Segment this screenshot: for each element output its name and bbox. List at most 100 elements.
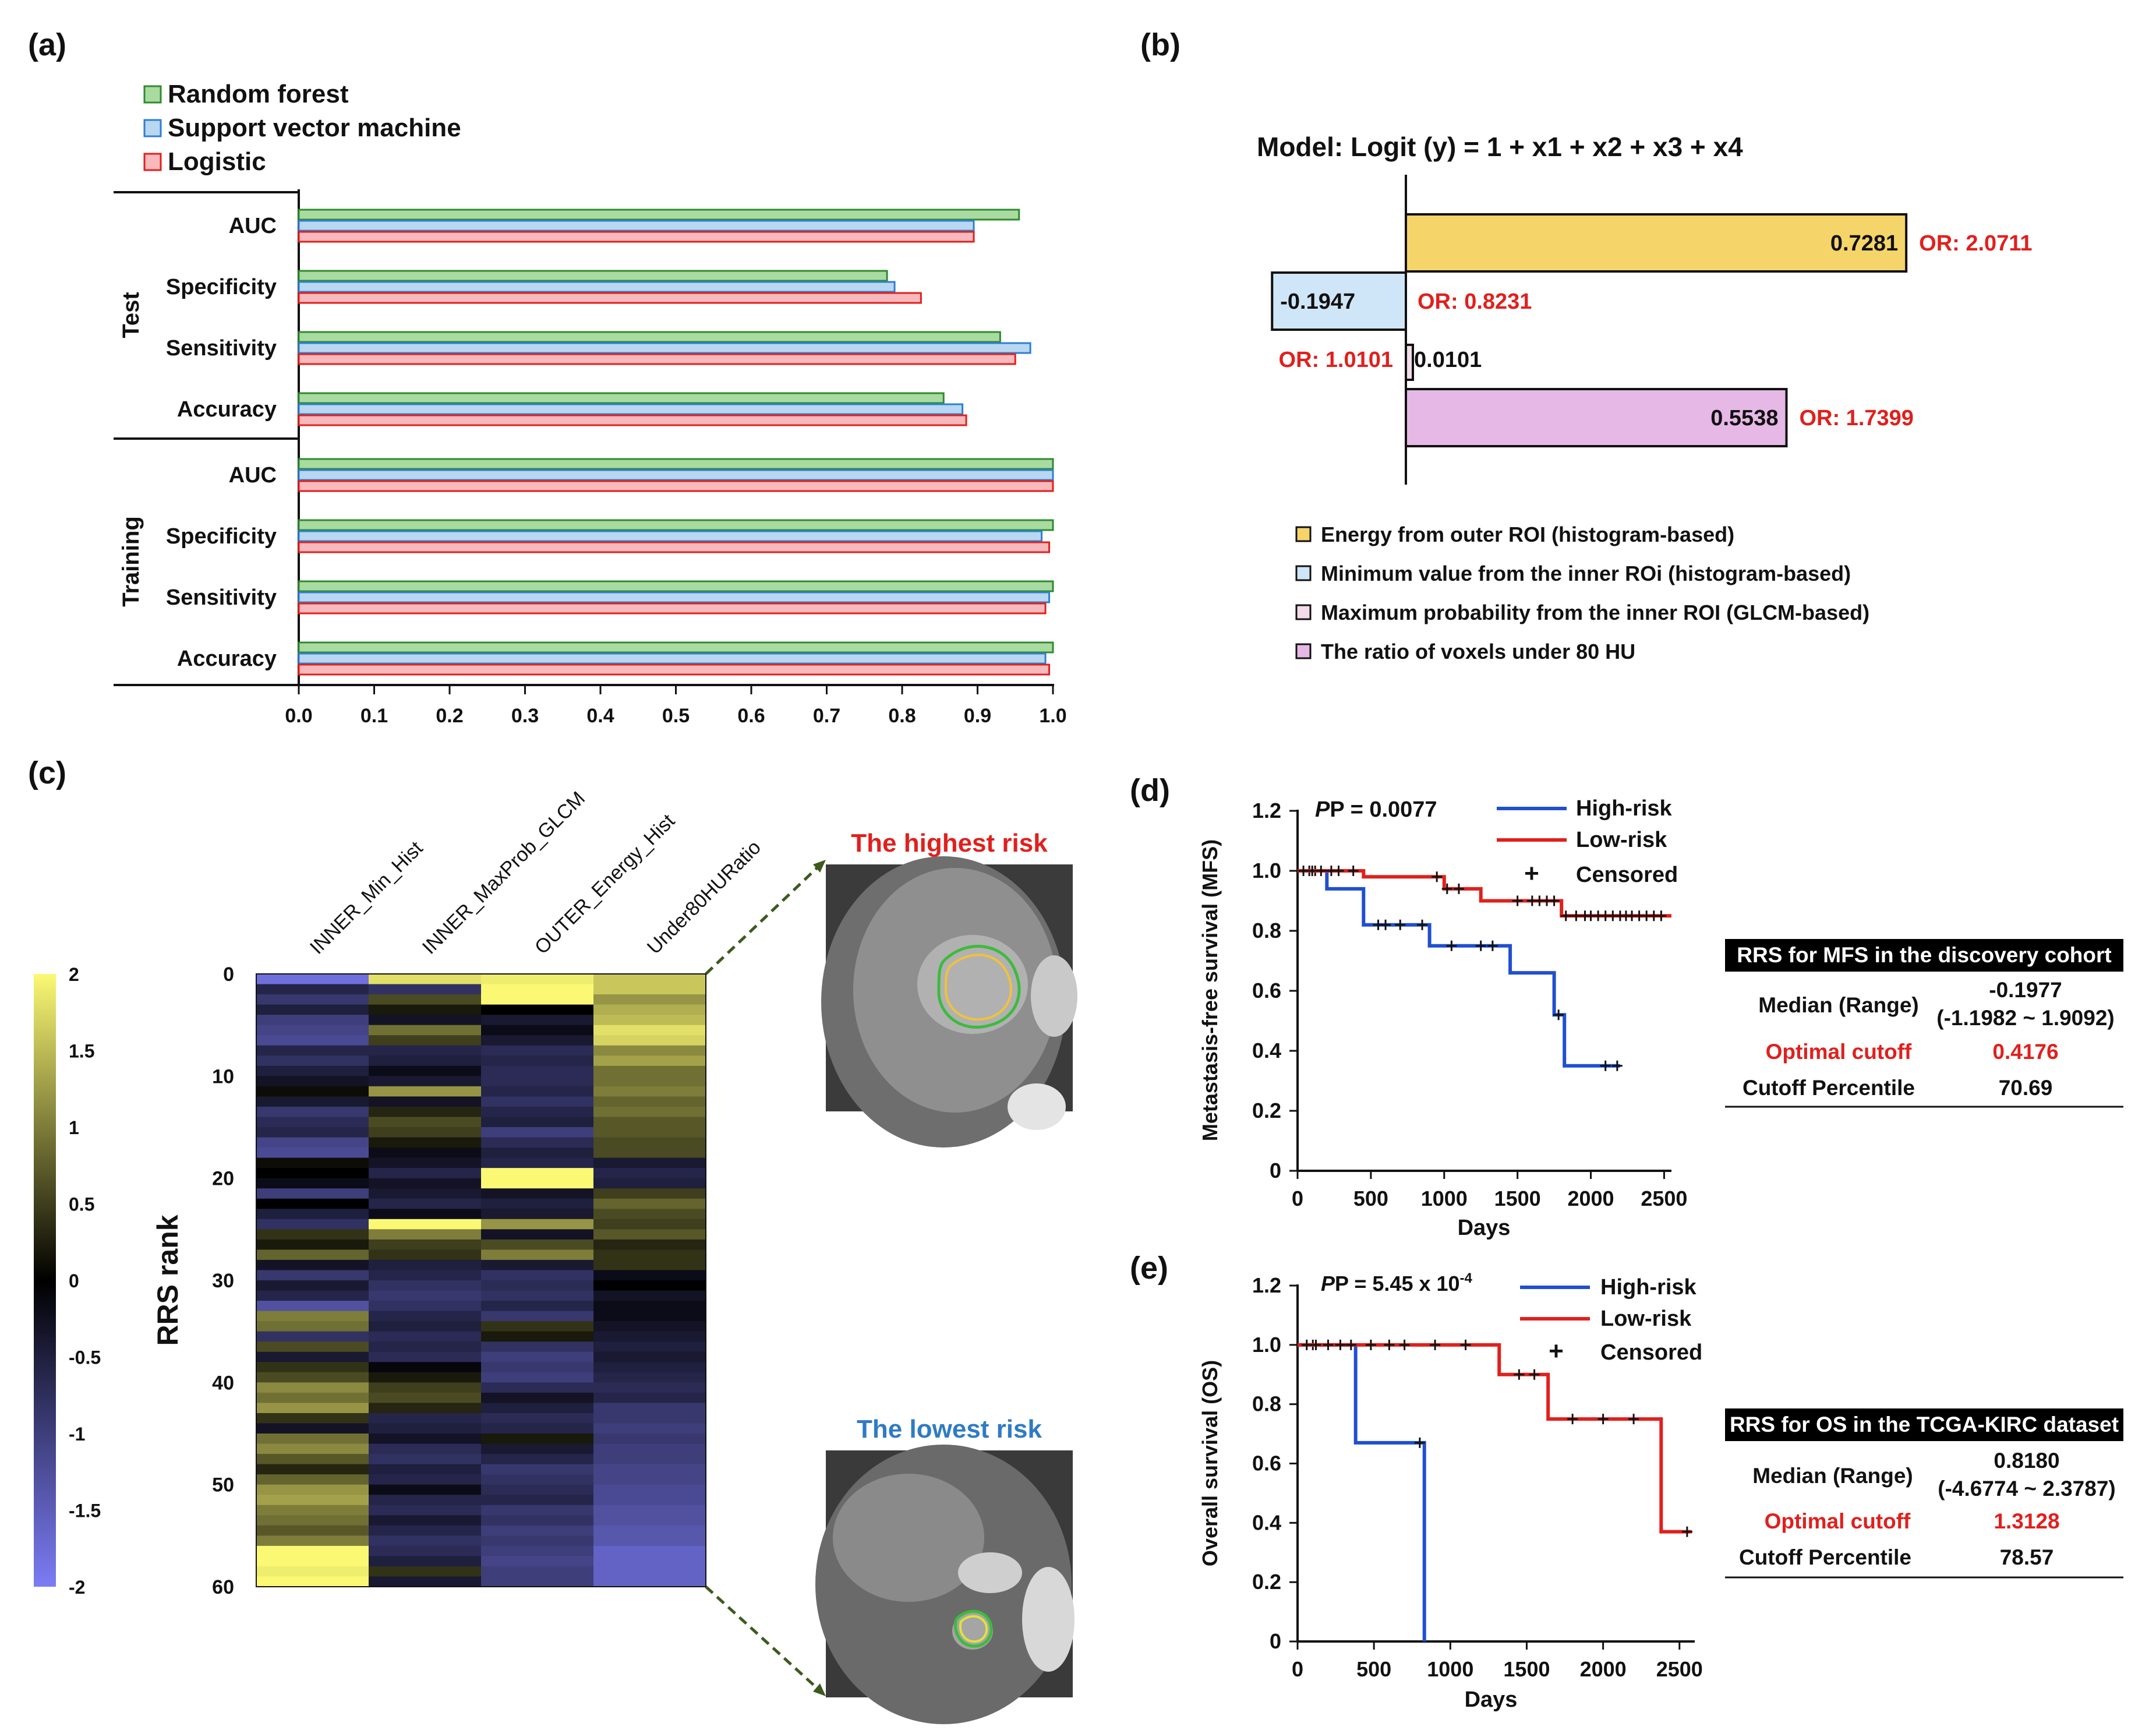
heatmap-cell <box>369 1280 482 1291</box>
heatmap-cell <box>256 974 369 985</box>
heatmap-cell <box>256 1035 369 1046</box>
heatmap-cell <box>369 1178 482 1189</box>
coef-bar-2 <box>1271 271 1407 331</box>
y-tick-label: 0 <box>1270 1629 1281 1653</box>
heatmap-cell <box>481 1545 594 1556</box>
panel-d-table-header <box>1725 939 2123 972</box>
row-tick-label: 0 <box>223 963 234 986</box>
legend-swatch-minval <box>1295 565 1312 581</box>
heatmap-cell <box>256 1484 369 1495</box>
heatmap-cell <box>593 1464 706 1475</box>
censor-mark <box>1529 1369 1540 1380</box>
heatmap-cell <box>481 1331 594 1342</box>
heatmap-cell <box>593 1505 706 1516</box>
heatmap-cell <box>369 1392 482 1403</box>
heatmap-cell <box>369 1239 482 1250</box>
censor-mark <box>1301 1339 1312 1350</box>
heatmap-cell <box>369 1055 482 1067</box>
heatmap-cell <box>256 1311 369 1322</box>
censor-mark <box>1475 940 1486 951</box>
heatmap-cell <box>481 1362 594 1373</box>
heatmap-cell <box>593 1576 706 1587</box>
group-label-training: Training <box>118 516 144 607</box>
bar-logistic-training-specificity <box>298 541 1051 553</box>
panel-d-legend: High-risk Low-risk + Censored <box>1497 796 1678 888</box>
colorbar-tick-label: 1.5 <box>69 1041 94 1062</box>
heatmap-cell <box>481 1484 594 1495</box>
censor-mark <box>1395 919 1406 930</box>
panel-d-median-label: Median (Range) <box>1758 993 1918 1017</box>
y-tick-label: 0.4 <box>1252 1039 1281 1062</box>
panel-label-b: (b) <box>1140 27 1181 62</box>
censor-mark <box>1597 1414 1609 1425</box>
colorbar-tick-label: 2 <box>69 964 79 985</box>
censor-mark <box>1681 1526 1692 1537</box>
x-tick-label: 0.8 <box>888 705 916 727</box>
censor-mark <box>1549 895 1560 906</box>
panel-e-table-header <box>1725 1408 2123 1441</box>
censor-mark <box>1571 910 1582 922</box>
heatmap-cell <box>481 1525 594 1536</box>
censor-mark <box>1432 871 1443 882</box>
bar-random-forest-test-specificity <box>298 270 888 282</box>
heatmap-cell <box>369 1065 482 1076</box>
censor-mark <box>1298 866 1309 876</box>
heatmap-cell <box>256 1545 369 1556</box>
panel-c-heatmap: 2 1.5 1 0.5 0 -0.5 -1 -1.5 -2 INNER_Min_HistINNE… <box>34 788 1077 1724</box>
heatmap-cell <box>481 1055 594 1067</box>
heatmap-cell <box>481 1505 594 1516</box>
censor-mark <box>1399 1339 1410 1350</box>
bar-logistic-test-specificity <box>298 292 922 304</box>
panel-a-legend: Random forest Support vector machine Log… <box>143 80 461 176</box>
heatmap-cell <box>593 1331 706 1342</box>
category-label-test-auc: AUC <box>229 214 277 238</box>
heatmap-cell <box>593 974 706 985</box>
censor-mark <box>1323 1339 1334 1350</box>
heatmap-cell <box>481 1301 594 1312</box>
panel-d-pct-value: 70.69 <box>1999 1076 2053 1100</box>
heatmap-cell <box>481 1351 594 1362</box>
x-tick-label: 1500 <box>1494 1187 1541 1210</box>
heatmap-cell <box>369 1382 482 1393</box>
bar-random-forest-test-auc <box>298 209 1020 221</box>
connector-arrow-highest <box>813 860 826 873</box>
panel-e-pvalue-exp: -4 <box>1460 1270 1473 1286</box>
colorbar-tick-label: -1.5 <box>69 1500 101 1521</box>
panel-d-range-value: (-1.1982 ~ 1.9092) <box>1936 1006 2114 1030</box>
heatmap-cell <box>369 1372 482 1383</box>
heatmap-frame <box>256 973 706 1587</box>
heatmap-cell <box>256 1157 369 1168</box>
heatmap-cell <box>481 1434 594 1445</box>
colorbar-tick-label: 0 <box>69 1270 79 1291</box>
censor-mark <box>1414 1437 1425 1448</box>
y-tick-label: 0.6 <box>1252 1452 1281 1475</box>
censor-mark <box>1611 1060 1623 1071</box>
censor-mark <box>1553 1009 1564 1021</box>
heatmap-cell <box>369 1168 482 1179</box>
heatmap-cell <box>256 1403 369 1414</box>
heatmap-cell <box>481 1106 594 1117</box>
censor-mark <box>1310 1339 1321 1350</box>
censor-mark <box>1628 1414 1639 1425</box>
heatmap-cell <box>593 1545 706 1556</box>
heatmap-y-label: RRS rank <box>151 1214 184 1346</box>
heatmap-cell <box>369 1423 482 1434</box>
heatmap-cell <box>369 1249 482 1261</box>
censor-mark <box>1384 1339 1395 1350</box>
heatmap-cell <box>256 1434 369 1445</box>
heatmap-cell <box>256 1015 369 1026</box>
column-label-under80huratio: Under80HURatio <box>643 836 765 959</box>
heatmap-cell <box>369 1495 482 1506</box>
heatmap-cell <box>369 1035 482 1046</box>
heatmap-cell <box>256 1096 369 1107</box>
category-label-training-auc: AUC <box>229 463 277 488</box>
heatmap-cell <box>593 1198 706 1209</box>
heatmap-cell <box>593 1484 706 1495</box>
panel-d-legend-censored: Censored <box>1576 863 1678 887</box>
heatmap-cell <box>256 1025 369 1036</box>
heatmap-cell <box>256 1351 369 1362</box>
heatmap-cell <box>593 1382 706 1393</box>
row-tick-label: 10 <box>212 1065 234 1088</box>
censor-mark <box>1567 1414 1578 1425</box>
